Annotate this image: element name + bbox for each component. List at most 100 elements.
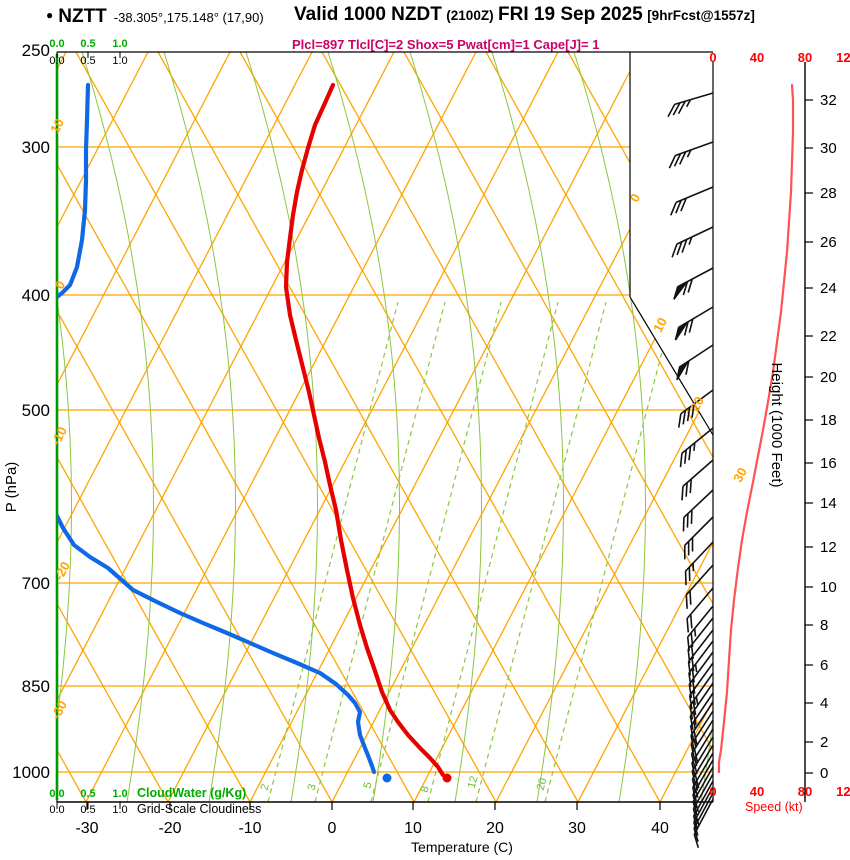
surface-temperature-dot [442, 773, 452, 783]
wind-barb-feather [677, 100, 686, 114]
dry-adiabat-line [75, 52, 497, 802]
wind-barb-half-feather [694, 664, 698, 673]
mixing-ratio-value-label: 8 [419, 785, 432, 794]
moist-adiabat-line [245, 52, 318, 802]
wind-barb-feather [692, 701, 697, 716]
wind-barb-feather [683, 449, 688, 464]
wind-barb-pennant [674, 321, 688, 341]
height-tick-label: 26 [820, 234, 837, 251]
wind-barb-staff [684, 516, 714, 546]
wind-barb-half-feather [694, 789, 699, 798]
wind-barb-feather [685, 482, 688, 497]
height-tick-label: 18 [820, 412, 837, 429]
mixing-ratio-line [370, 301, 502, 802]
wind-barb-feather [686, 407, 691, 422]
height-tick-label: 22 [820, 328, 837, 345]
pressure-tick-label: 500 [22, 401, 50, 420]
height-tick-label: 20 [820, 369, 837, 386]
wind-barb-feather [688, 695, 693, 710]
moist-adiabat-line [655, 52, 713, 802]
wind-barb-staff [681, 427, 714, 454]
height-tick-label: 12 [820, 539, 837, 556]
dry-adiabat-line [57, 52, 415, 802]
height-tick-label: 16 [820, 455, 837, 472]
wind-barb-feather [683, 321, 689, 336]
height-tick-label: 6 [820, 657, 828, 674]
surface-dewpoint-dot [382, 773, 392, 783]
isotherm-line [577, 52, 713, 802]
wind-barb-staff [692, 752, 714, 788]
wind-barb-staff [690, 710, 714, 746]
pressure-tick-label: 300 [22, 138, 50, 157]
wind-barb-feather [682, 281, 689, 296]
wind-barb-feather [672, 102, 681, 116]
wind-barb-half-feather [688, 236, 693, 245]
wind-barb-feather [693, 834, 700, 848]
station-title: ● NZTT -38.305°,175.148° (17,90) [46, 6, 264, 28]
wind-barb-staff [675, 141, 714, 157]
sounding-curves-group [57, 82, 446, 778]
wind-barb-staff [689, 682, 714, 717]
dry-adiabat-line [57, 52, 169, 802]
valid-time: Valid 1000 NZDT [294, 4, 442, 25]
wind-barb-feather [678, 151, 687, 165]
wind-barb-feather [693, 821, 699, 836]
wind-barb-feather [692, 801, 698, 816]
temperature-curve [283, 82, 446, 778]
wind-barb-staff [676, 226, 714, 245]
isotherm-line [85, 52, 477, 802]
wind-barb-staff [693, 792, 714, 829]
valid-time-utc: (2100Z) [446, 8, 494, 23]
mixing-ratio-value-label: 2 [259, 783, 272, 792]
isotherm-line [57, 52, 149, 802]
moist-adiabat-line [57, 52, 72, 802]
height-tick-label: 10 [820, 579, 837, 596]
cloudiness-scale-top: 0.5 [80, 55, 95, 67]
sounding-indices: Plcl=897 Tlcl[C]=2 Shox=5 Pwat[cm]=1 Cap… [292, 37, 600, 52]
wind-barb-staff [692, 766, 714, 803]
dry-adiabat-line [57, 52, 251, 802]
isotherm-line [331, 52, 713, 802]
dry-adiabat-line [157, 52, 579, 802]
temperature-tick-label: -20 [158, 820, 181, 837]
wind-barb-staff [685, 564, 714, 596]
height-axis-title: Height (1000 Feet) [768, 362, 785, 487]
wind-barb-feather [676, 241, 683, 256]
isotherm-line [57, 52, 395, 802]
wind-barb-staff [691, 736, 714, 772]
isotherm-value-label: 0 [627, 191, 644, 204]
temperature-axis-title: Temperature (C) [411, 839, 513, 855]
wind-barb-staff [689, 672, 714, 707]
station-id: NZTT [58, 6, 107, 27]
wind-barb-feather [693, 827, 699, 842]
cloudwater-scale-bottom: 0.5 [80, 788, 95, 800]
moist-adiabat-line [573, 52, 646, 802]
pressure-tick-label: 250 [22, 41, 50, 60]
wind-barb-staff [684, 541, 714, 572]
wind-barb-feather [689, 705, 694, 720]
wind-barb-feather [687, 661, 692, 676]
wind-barb-feather [691, 403, 695, 418]
isotherm-value-label: 20 [687, 394, 707, 414]
mixing-ratio-line [544, 301, 676, 802]
wind-barb-feather [675, 199, 682, 214]
pressure-tick-label: 700 [22, 574, 50, 593]
cloudwater-scale-title: CloudWater (g/Kg) [137, 786, 246, 800]
cloudwater-scale-top: 0.5 [80, 38, 95, 50]
moist-adiabat-line [327, 52, 400, 802]
speed-tick-label-top: 40 [750, 50, 764, 65]
windspeed-curve [717, 83, 795, 774]
wind-barb-feather [668, 155, 677, 169]
wind-barb-staff [680, 389, 714, 415]
isotherm-value-label: -10 [48, 424, 70, 448]
wind-barb-feather [682, 410, 687, 425]
cloudiness-scale-top: 0.0 [49, 55, 64, 67]
isotherm-value-label: 10 [47, 116, 67, 136]
wind-barb-feather [688, 684, 693, 699]
temperature-tick-label: 10 [404, 820, 422, 837]
speed-tick-label-bottom: 0 [709, 784, 716, 799]
dry-adiabat-line [403, 52, 713, 802]
height-tick-label: 24 [820, 280, 837, 297]
